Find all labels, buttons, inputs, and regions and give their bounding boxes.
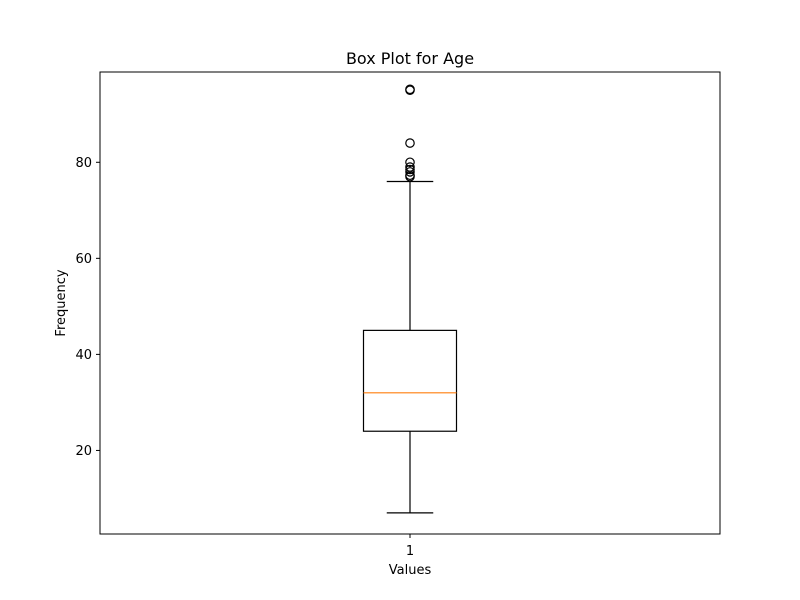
x-tick-label: 1 bbox=[406, 544, 414, 559]
y-tick-label: 20 bbox=[75, 444, 92, 459]
outlier-point bbox=[405, 84, 415, 95]
chart-title: Box Plot for Age bbox=[346, 49, 474, 68]
outlier-point bbox=[405, 157, 415, 168]
y-tick-label: 60 bbox=[75, 252, 92, 267]
outlier-point bbox=[405, 164, 415, 175]
outlier-point bbox=[405, 138, 415, 148]
y-axis: 20 40 60 80 bbox=[75, 156, 100, 459]
y-tick-label: 80 bbox=[75, 156, 92, 171]
y-tick-label: 40 bbox=[75, 348, 92, 363]
x-axis-label: Values bbox=[389, 563, 432, 578]
box-plot-marks bbox=[362, 84, 458, 514]
outlier-point bbox=[405, 162, 415, 172]
y-axis-label: Frequency bbox=[54, 269, 69, 336]
outlier-point bbox=[405, 167, 415, 177]
x-axis: 1 bbox=[406, 534, 414, 559]
iqr-box bbox=[362, 329, 458, 432]
